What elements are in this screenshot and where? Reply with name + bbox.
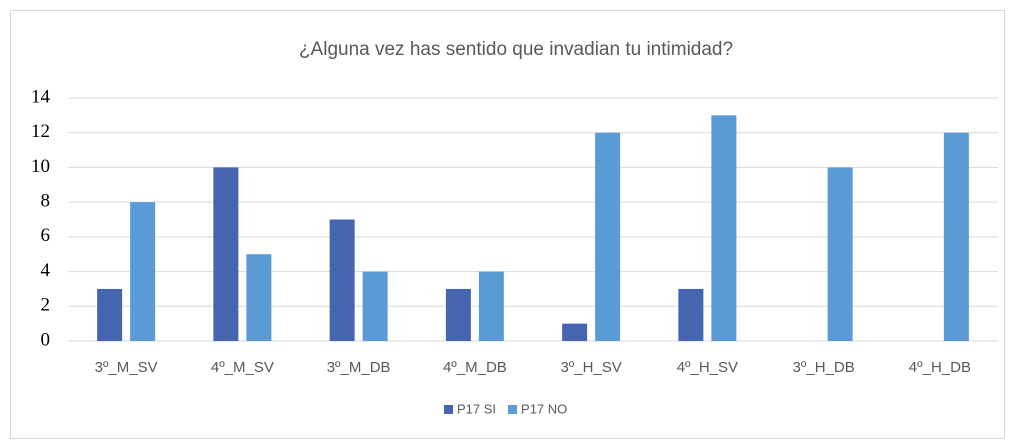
y-tick-label: 12	[31, 121, 50, 142]
bar	[827, 167, 853, 341]
bar	[711, 115, 737, 341]
x-tick-label: 4º_M_DB	[443, 359, 507, 376]
bar	[246, 254, 272, 341]
y-tick-label: 8	[41, 191, 51, 212]
y-tick-label: 0	[41, 329, 51, 350]
bar	[362, 271, 388, 341]
x-tick-label: 4º_H_DB	[909, 359, 971, 376]
bar	[595, 132, 621, 341]
bar	[130, 202, 156, 341]
x-tick-label: 3º_H_DB	[793, 359, 855, 376]
bar	[97, 288, 123, 341]
x-tick-label: 4º_H_SV	[677, 359, 738, 376]
legend-swatch	[508, 405, 518, 414]
y-tick-label: 2	[41, 295, 51, 316]
y-tick-label: 4	[41, 260, 51, 281]
bar	[943, 132, 969, 341]
bar	[562, 323, 588, 341]
x-tick-label: 3º_H_SV	[560, 359, 621, 376]
bar	[329, 219, 355, 341]
bar	[213, 167, 239, 341]
legend-label: P17 NO	[521, 401, 567, 416]
x-tick-label: 3º_M_SV	[95, 359, 158, 376]
chart-frame	[10, 10, 1005, 439]
y-tick-label: 10	[31, 156, 50, 177]
bar	[445, 288, 471, 341]
y-tick-label: 14	[31, 86, 51, 107]
legend-label: P17 SI	[457, 401, 496, 416]
legend-swatch	[444, 405, 453, 414]
y-tick-label: 6	[41, 225, 51, 246]
bar	[478, 271, 504, 341]
chart-title: ¿Alguna vez has sentido que invadian tu …	[299, 39, 733, 60]
x-tick-label: 4º_M_SV	[211, 359, 274, 376]
x-tick-label: 3º_M_DB	[327, 359, 391, 376]
bar	[678, 288, 704, 341]
